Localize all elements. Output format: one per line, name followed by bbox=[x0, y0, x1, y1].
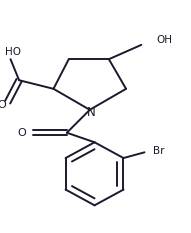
Text: O: O bbox=[0, 100, 6, 110]
Text: Br: Br bbox=[153, 146, 165, 156]
Text: O: O bbox=[18, 128, 26, 138]
Text: OH: OH bbox=[157, 35, 173, 45]
Text: N: N bbox=[87, 106, 96, 119]
Text: HO: HO bbox=[5, 47, 21, 57]
